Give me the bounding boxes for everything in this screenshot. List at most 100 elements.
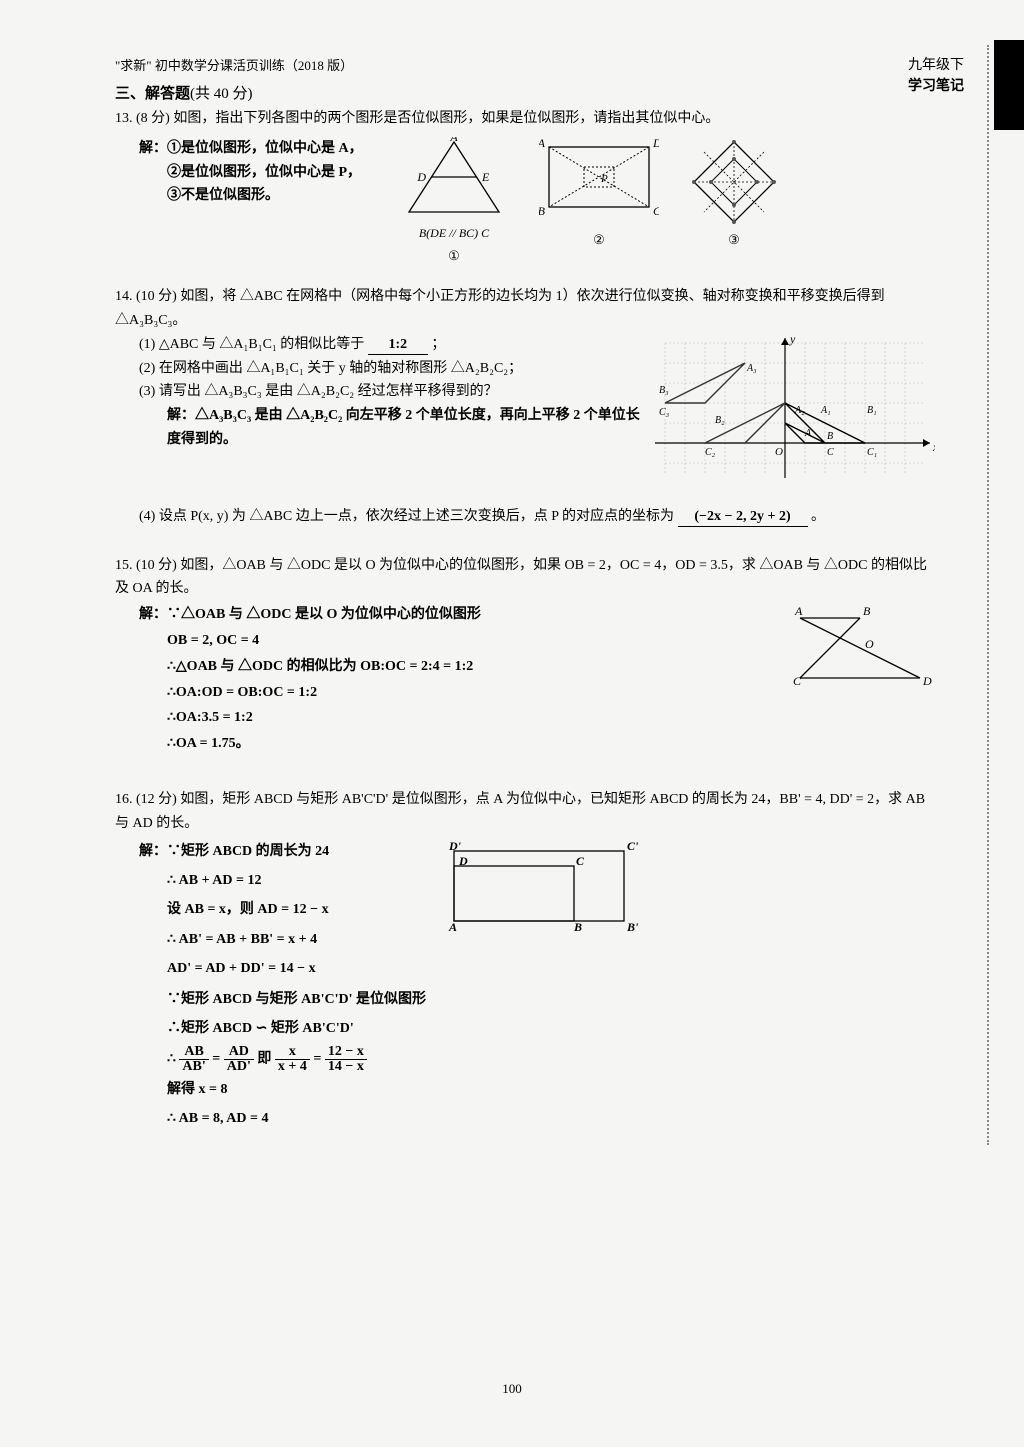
svg-text:C: C	[653, 204, 659, 218]
p14-q3-sol-label: 解：	[167, 408, 195, 423]
svg-text:B₂: B₂	[715, 415, 725, 426]
p15-sol-label: 解：	[139, 607, 167, 622]
p14-points: (10 分)	[136, 289, 177, 304]
p15-num: 15.	[115, 558, 133, 573]
frac3-num: x	[275, 1045, 310, 1060]
fig1-note: B(DE // BC) C	[399, 223, 509, 243]
p16-s10: ∴ AB = 8, AD = 4	[139, 1105, 935, 1132]
page-number: 100	[0, 1381, 1024, 1397]
svg-text:B₁: B₁	[867, 405, 877, 416]
p16-figure: A B C D D' C' B'	[439, 836, 639, 936]
p14-num: 14.	[115, 289, 133, 304]
p13-fig1: A D E B(DE // BC) C ①	[399, 137, 509, 267]
svg-text:B: B	[863, 604, 871, 618]
p14-text1: 如图，将 △ABC 在网格中（网格中每个小正方形的边长均为 1）依次进行位似变换…	[115, 289, 885, 328]
frac2-den: AD'	[224, 1060, 254, 1074]
p16-s4: ∴ AB' = AB + BB' = x + 4	[139, 926, 419, 953]
frac1-den: AB'	[179, 1060, 208, 1074]
p15-s6: ∴OA = 1.75。	[139, 732, 935, 756]
svg-text:A₃: A₃	[746, 363, 757, 374]
p16-s8-ji: 即	[257, 1051, 275, 1066]
p16-num: 16.	[115, 792, 133, 807]
margin-line	[987, 45, 989, 1145]
p13-sol1: ①是位似图形，位似中心是 A，	[167, 141, 363, 156]
p16-s7: ∴矩形 ABCD ∽ 矩形 AB'C'D'	[139, 1015, 935, 1042]
svg-text:C: C	[827, 447, 834, 458]
p16-s8-pre: ∴	[167, 1051, 176, 1066]
p16-s8-mid1: =	[212, 1051, 223, 1066]
p14-q4-pre: (4) 设点 P(x, y) 为 △ABC 边上一点，依次经过上述三次变换后，点…	[139, 509, 674, 524]
p15-figure: A B O C D	[785, 603, 935, 693]
section-title: 三、解答题(共 40 分)	[115, 82, 935, 103]
p13-num: 13.	[115, 111, 133, 126]
svg-text:D': D'	[448, 839, 462, 853]
p16-text: 如图，矩形 ABCD 与矩形 AB'C'D' 是位似图形，点 A 为位似中心，已…	[115, 792, 925, 831]
p14-q3-sol-text: △A₃B₃C₃ 是由 △A₂B₂C₂ 向左平移 2 个单位长度，再向上平移 2 …	[167, 408, 640, 447]
frac4-den: 14 − x	[325, 1060, 367, 1074]
p16-s9: 解得 x = 8	[139, 1076, 935, 1103]
frac2-num: AD	[224, 1045, 254, 1060]
p13-sol3: ③不是位似图形。	[139, 184, 369, 208]
problem-14: 14. (10 分) 如图，将 △ABC 在网格中（网格中每个小正方形的边长均为…	[115, 285, 935, 528]
svg-text:B: B	[573, 920, 582, 934]
p13-points: (8 分)	[136, 111, 170, 126]
svg-text:A₁: A₁	[820, 405, 831, 416]
svg-text:D: D	[922, 674, 932, 688]
p16-s8: ∴ ABAB' = ADAD' 即 xx + 4 = 12 − x14 − x	[139, 1045, 935, 1074]
svg-text:C: C	[793, 674, 802, 688]
svg-text:B₃: B₃	[659, 385, 669, 396]
problem-16: 16. (12 分) 如图，矩形 ABCD 与矩形 AB'C'D' 是位似图形，…	[115, 788, 935, 1132]
p13-text: 如图，指出下列各图中的两个图形是否位似图形，如果是位似图形，请指出其位似中心。	[173, 111, 719, 126]
fig1-D: D	[416, 170, 426, 184]
svg-text:D: D	[652, 137, 659, 150]
p14-q4-ans: (−2x − 2, 2y + 2)	[678, 509, 808, 527]
fig1-cap: ①	[399, 245, 509, 267]
p16-s8-mid2: =	[313, 1051, 324, 1066]
p16-s5: AD' = AD + DD' = 14 − x	[139, 955, 419, 982]
svg-text:x: x	[932, 440, 935, 454]
problem-15: 15. (10 分) 如图，△OAB 与 △ODC 是以 O 为位似中心的位似图…	[115, 554, 935, 758]
p16-s1: ∵矩形 ABCD 的周长为 24	[167, 844, 329, 859]
p16-s3: 设 AB = x，则 AD = 12 − x	[139, 896, 419, 923]
svg-text:A: A	[539, 137, 546, 150]
p16-points: (12 分)	[136, 792, 177, 807]
p14-q4: (4) 设点 P(x, y) 为 △ABC 边上一点，依次经过上述三次变换后，点…	[139, 505, 935, 529]
p14-q1-post: ；	[431, 337, 445, 352]
svg-text:C₁: C₁	[867, 447, 877, 458]
frac3-den: x + 4	[275, 1060, 310, 1074]
fig1-A: A	[449, 137, 458, 144]
p14-q1-ans: 1:2	[368, 337, 428, 355]
page-edge-mark	[994, 40, 1024, 130]
svg-text:B: B	[539, 204, 546, 218]
svg-text:C: C	[576, 854, 585, 868]
p13-sol2: ②是位似图形，位似中心是 P，	[139, 161, 369, 185]
p13-sol-label: 解：	[139, 141, 167, 156]
p13-sol-line1: 解：①是位似图形，位似中心是 A，	[139, 137, 369, 161]
p15-s1: ∵△OAB 与 △ODC 是以 O 为位似中心的位似图形	[167, 607, 481, 622]
p16-s6: ∵矩形 ABCD 与矩形 AB'C'D' 是位似图形	[139, 986, 935, 1013]
fig3-cap: ③	[689, 229, 779, 251]
svg-text:P: P	[600, 173, 608, 185]
p14-grid-figure: x y O A B C A₁ B₁ C₁ A₂ B₂	[655, 333, 935, 493]
fig2-cap: ②	[539, 229, 659, 251]
svg-text:C₂: C₂	[705, 447, 716, 458]
svg-text:B': B'	[626, 920, 639, 934]
svg-text:y: y	[789, 333, 796, 346]
svg-text:O: O	[775, 446, 783, 458]
svg-text:A: A	[794, 604, 803, 618]
p15-points: (10 分)	[136, 558, 177, 573]
p16-sol-label: 解：	[139, 844, 167, 859]
p16-s2: ∴ AB + AD = 12	[139, 867, 419, 894]
frac1-num: AB	[179, 1045, 208, 1060]
svg-text:D: D	[458, 854, 468, 868]
fig1-E: E	[481, 170, 490, 184]
svg-text:A: A	[448, 920, 457, 934]
section-sub: (共 40 分)	[190, 86, 253, 102]
svg-text:C₃: C₃	[659, 407, 670, 418]
problem-13: 13. (8 分) 如图，指出下列各图中的两个图形是否位似图形，如果是位似图形，…	[115, 107, 935, 267]
p13-fig3: ③	[689, 137, 779, 251]
book-title: "求新" 初中数学分课活页训练（2018 版）	[115, 55, 935, 74]
p15-text: 如图，△OAB 与 △ODC 是以 O 为位似中心的位似图形，如果 OB = 2…	[115, 558, 927, 597]
p16-sol-line1: 解：∵矩形 ABCD 的周长为 24	[139, 838, 419, 865]
p13-fig2: A D B C P ②	[539, 137, 659, 251]
